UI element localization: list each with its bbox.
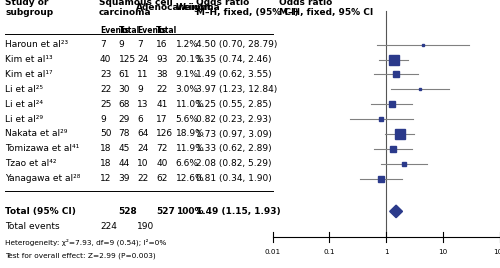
Text: 0.81 (0.34, 1.90): 0.81 (0.34, 1.90) bbox=[196, 174, 272, 183]
Text: 1.49 (1.15, 1.93): 1.49 (1.15, 1.93) bbox=[196, 207, 281, 216]
Text: 1.2%: 1.2% bbox=[176, 40, 199, 49]
Text: 0.01: 0.01 bbox=[264, 249, 280, 255]
Text: 44: 44 bbox=[118, 159, 130, 168]
Text: 24: 24 bbox=[138, 55, 148, 64]
Text: 24: 24 bbox=[138, 144, 148, 153]
Text: 126: 126 bbox=[156, 129, 174, 139]
Text: 20.1%: 20.1% bbox=[176, 55, 204, 64]
Text: 93: 93 bbox=[156, 55, 168, 64]
Text: 41: 41 bbox=[156, 100, 168, 109]
Text: 1.49 (0.62, 3.55): 1.49 (0.62, 3.55) bbox=[196, 70, 272, 79]
Text: Adenocarcinoma: Adenocarcinoma bbox=[136, 3, 221, 12]
Text: 5.6%: 5.6% bbox=[176, 115, 199, 124]
Text: 527: 527 bbox=[156, 207, 175, 216]
Text: Haroun et al²³: Haroun et al²³ bbox=[5, 40, 68, 49]
Text: Weight: Weight bbox=[176, 3, 212, 12]
Text: 3.0%: 3.0% bbox=[176, 85, 199, 94]
Text: 61: 61 bbox=[118, 70, 130, 79]
Text: 2.08 (0.82, 5.29): 2.08 (0.82, 5.29) bbox=[196, 159, 272, 168]
Text: Squamous cell
carcinoma: Squamous cell carcinoma bbox=[98, 0, 172, 17]
Text: 16: 16 bbox=[156, 40, 168, 49]
Text: Odds ratio
M–H, fixed, (95% CI): Odds ratio M–H, fixed, (95% CI) bbox=[196, 0, 299, 17]
Text: 64: 64 bbox=[138, 129, 149, 139]
Text: 125: 125 bbox=[118, 55, 136, 64]
Text: 50: 50 bbox=[100, 129, 112, 139]
Text: 6.6%: 6.6% bbox=[176, 159, 199, 168]
Text: 30: 30 bbox=[118, 85, 130, 94]
Text: 25: 25 bbox=[100, 100, 112, 109]
Text: 40: 40 bbox=[100, 55, 112, 64]
Text: 22: 22 bbox=[100, 85, 111, 94]
Text: Kim et al¹⁷: Kim et al¹⁷ bbox=[5, 70, 52, 79]
Text: Li et al²⁵: Li et al²⁵ bbox=[5, 85, 43, 94]
Text: Events: Events bbox=[138, 26, 166, 35]
Text: 10: 10 bbox=[138, 159, 149, 168]
Text: 39: 39 bbox=[118, 174, 130, 183]
Text: 40: 40 bbox=[156, 159, 168, 168]
Text: 100%: 100% bbox=[176, 207, 203, 216]
Text: Li et al²⁴: Li et al²⁴ bbox=[5, 100, 43, 109]
Text: 0.82 (0.23, 2.93): 0.82 (0.23, 2.93) bbox=[196, 115, 272, 124]
Text: Total events: Total events bbox=[5, 222, 60, 231]
Text: Tzao et al⁴²: Tzao et al⁴² bbox=[5, 159, 57, 168]
Text: 3.97 (1.23, 12.84): 3.97 (1.23, 12.84) bbox=[196, 85, 278, 94]
Text: Heterogeneity: χ²=7.93, df=9 (0.54); I²=0%: Heterogeneity: χ²=7.93, df=9 (0.54); I²=… bbox=[5, 239, 166, 247]
Text: 7: 7 bbox=[138, 40, 143, 49]
Text: 1: 1 bbox=[384, 249, 388, 255]
Text: 11.0%: 11.0% bbox=[176, 100, 204, 109]
Text: 22: 22 bbox=[138, 174, 148, 183]
Text: Total: Total bbox=[118, 26, 140, 35]
Text: 38: 38 bbox=[156, 70, 168, 79]
Text: 9: 9 bbox=[118, 40, 124, 49]
Text: 68: 68 bbox=[118, 100, 130, 109]
Text: Tomizawa et al⁴¹: Tomizawa et al⁴¹ bbox=[5, 144, 79, 153]
Text: 78: 78 bbox=[118, 129, 130, 139]
Text: 18: 18 bbox=[100, 144, 112, 153]
Text: 190: 190 bbox=[138, 222, 154, 231]
Text: 13: 13 bbox=[138, 100, 149, 109]
Text: Li et al²⁹: Li et al²⁹ bbox=[5, 115, 43, 124]
Text: 1.25 (0.55, 2.85): 1.25 (0.55, 2.85) bbox=[196, 100, 272, 109]
Text: Study or
subgroup: Study or subgroup bbox=[5, 0, 53, 17]
Text: 528: 528 bbox=[118, 207, 138, 216]
Text: Total (95% CI): Total (95% CI) bbox=[5, 207, 76, 216]
Text: 6: 6 bbox=[138, 115, 143, 124]
Text: Test for overall effect: Z=2.99 (P=0.003): Test for overall effect: Z=2.99 (P=0.003… bbox=[5, 253, 156, 259]
Text: 9.1%: 9.1% bbox=[176, 70, 199, 79]
Text: 10: 10 bbox=[438, 249, 448, 255]
Text: 9: 9 bbox=[138, 85, 143, 94]
Text: 12.6%: 12.6% bbox=[176, 174, 204, 183]
Text: 7: 7 bbox=[100, 40, 105, 49]
Text: Total: Total bbox=[156, 26, 178, 35]
Text: 22: 22 bbox=[156, 85, 168, 94]
Text: 17: 17 bbox=[156, 115, 168, 124]
Text: 11: 11 bbox=[138, 70, 149, 79]
Text: 1.33 (0.62, 2.89): 1.33 (0.62, 2.89) bbox=[196, 144, 272, 153]
Text: 12: 12 bbox=[100, 174, 112, 183]
Text: 11.9%: 11.9% bbox=[176, 144, 204, 153]
Text: 45: 45 bbox=[118, 144, 130, 153]
Text: 29: 29 bbox=[118, 115, 130, 124]
Text: Events: Events bbox=[100, 26, 129, 35]
Text: 0.1: 0.1 bbox=[324, 249, 335, 255]
Polygon shape bbox=[390, 205, 402, 218]
Text: 1.35 (0.74, 2.46): 1.35 (0.74, 2.46) bbox=[196, 55, 272, 64]
Text: 1.73 (0.97, 3.09): 1.73 (0.97, 3.09) bbox=[196, 129, 272, 139]
Text: 9: 9 bbox=[100, 115, 105, 124]
Text: 62: 62 bbox=[156, 174, 168, 183]
Text: Yanagawa et al²⁸: Yanagawa et al²⁸ bbox=[5, 174, 80, 183]
Text: 224: 224 bbox=[100, 222, 117, 231]
Text: Kim et al¹³: Kim et al¹³ bbox=[5, 55, 52, 64]
Text: Nakata et al²⁹: Nakata et al²⁹ bbox=[5, 129, 68, 139]
Text: 18: 18 bbox=[100, 159, 112, 168]
Text: 18.9%: 18.9% bbox=[176, 129, 204, 139]
Text: 100: 100 bbox=[493, 249, 500, 255]
Text: Odds ratio
M–H, fixed, 95% CI: Odds ratio M–H, fixed, 95% CI bbox=[280, 0, 374, 17]
Text: 23: 23 bbox=[100, 70, 112, 79]
Text: 72: 72 bbox=[156, 144, 168, 153]
Text: 4.50 (0.70, 28.79): 4.50 (0.70, 28.79) bbox=[196, 40, 278, 49]
